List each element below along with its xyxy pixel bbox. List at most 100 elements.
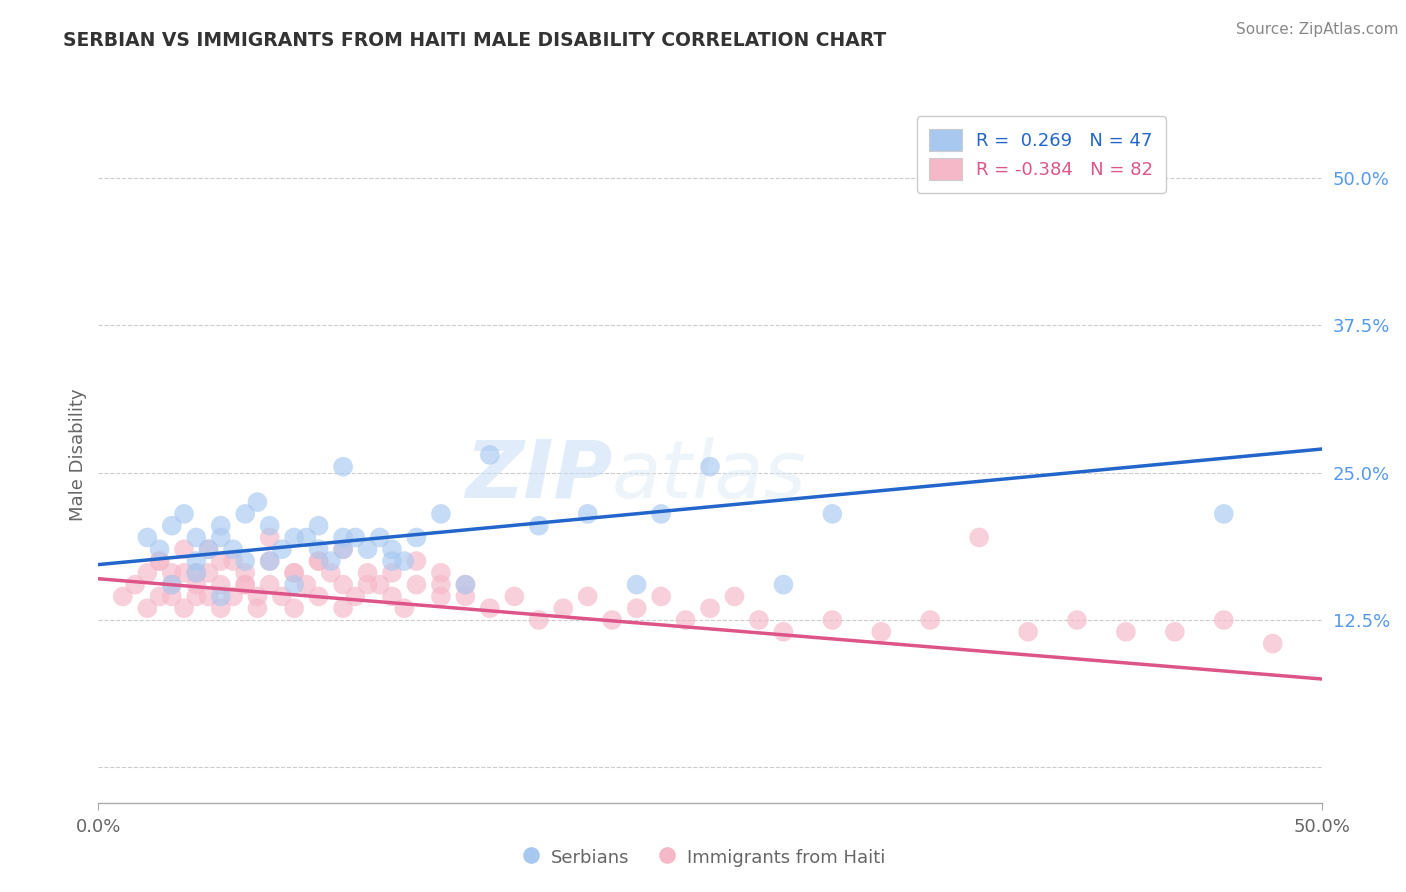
Point	[160, 577, 183, 591]
Point	[943, 177, 966, 191]
Point	[1261, 637, 1284, 651]
Point	[160, 566, 183, 580]
Point	[283, 577, 305, 591]
Point	[576, 507, 599, 521]
Point	[723, 590, 745, 604]
Point	[332, 601, 354, 615]
Point	[772, 577, 794, 591]
Point	[173, 566, 195, 580]
Point	[478, 448, 501, 462]
Point	[430, 566, 453, 580]
Point	[186, 590, 208, 604]
Point	[209, 601, 232, 615]
Point	[222, 554, 245, 568]
Point	[356, 577, 378, 591]
Point	[675, 613, 697, 627]
Point	[222, 590, 245, 604]
Point	[259, 554, 281, 568]
Point	[430, 577, 453, 591]
Point	[1212, 507, 1234, 521]
Point	[772, 624, 794, 639]
Point	[503, 590, 526, 604]
Point	[246, 495, 269, 509]
Point	[136, 531, 159, 545]
Point	[173, 507, 195, 521]
Point	[283, 566, 305, 580]
Point	[1066, 613, 1088, 627]
Point	[381, 590, 404, 604]
Point	[626, 577, 648, 591]
Point	[454, 577, 477, 591]
Point	[478, 601, 501, 615]
Point	[392, 554, 416, 568]
Point	[259, 554, 281, 568]
Point	[308, 518, 330, 533]
Point	[920, 613, 942, 627]
Point	[259, 518, 281, 533]
Point	[283, 566, 305, 580]
Point	[381, 542, 404, 557]
Point	[233, 507, 256, 521]
Point	[405, 577, 427, 591]
Point	[344, 590, 367, 604]
Point	[270, 590, 294, 604]
Point	[870, 624, 893, 639]
Point	[699, 601, 721, 615]
Point	[576, 590, 599, 604]
Point	[319, 566, 342, 580]
Text: atlas: atlas	[612, 437, 807, 515]
Point	[233, 554, 256, 568]
Point	[233, 577, 256, 591]
Point	[430, 590, 453, 604]
Point	[270, 542, 294, 557]
Point	[149, 554, 172, 568]
Text: SERBIAN VS IMMIGRANTS FROM HAITI MALE DISABILITY CORRELATION CHART: SERBIAN VS IMMIGRANTS FROM HAITI MALE DI…	[63, 31, 887, 50]
Point	[381, 566, 404, 580]
Point	[209, 554, 232, 568]
Point	[381, 554, 404, 568]
Point	[136, 601, 159, 615]
Point	[233, 566, 256, 580]
Point	[1164, 624, 1187, 639]
Point	[160, 577, 183, 591]
Point	[600, 613, 623, 627]
Point	[197, 542, 219, 557]
Point	[283, 531, 305, 545]
Point	[295, 577, 318, 591]
Point	[197, 542, 219, 557]
Legend: R =  0.269   N = 47, R = -0.384   N = 82: R = 0.269 N = 47, R = -0.384 N = 82	[917, 116, 1166, 193]
Point	[209, 577, 232, 591]
Point	[368, 577, 391, 591]
Point	[308, 542, 330, 557]
Point	[392, 601, 416, 615]
Point	[149, 590, 172, 604]
Point	[308, 554, 330, 568]
Point	[197, 590, 219, 604]
Point	[186, 566, 208, 580]
Point	[368, 531, 391, 545]
Point	[650, 507, 672, 521]
Point	[186, 554, 208, 568]
Point	[160, 518, 183, 533]
Y-axis label: Male Disability: Male Disability	[69, 389, 87, 521]
Point	[173, 542, 195, 557]
Point	[160, 590, 183, 604]
Point	[332, 459, 354, 474]
Point	[209, 590, 232, 604]
Text: Source: ZipAtlas.com: Source: ZipAtlas.com	[1236, 22, 1399, 37]
Point	[308, 554, 330, 568]
Point	[233, 577, 256, 591]
Point	[209, 518, 232, 533]
Text: ZIP: ZIP	[465, 437, 612, 515]
Point	[356, 542, 378, 557]
Point	[222, 542, 245, 557]
Point	[246, 601, 269, 615]
Point	[209, 531, 232, 545]
Point	[186, 566, 208, 580]
Point	[430, 507, 453, 521]
Point	[319, 554, 342, 568]
Point	[259, 531, 281, 545]
Point	[699, 459, 721, 474]
Point	[149, 554, 172, 568]
Point	[332, 531, 354, 545]
